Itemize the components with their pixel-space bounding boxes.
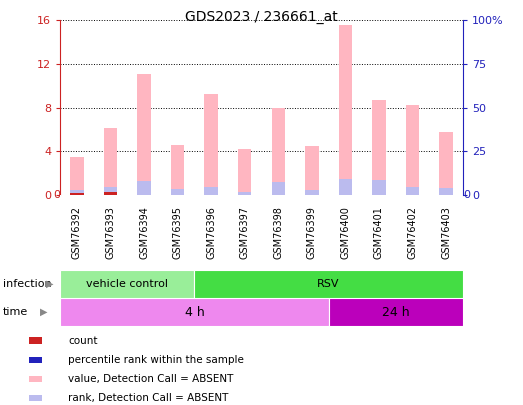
Bar: [171, 189, 184, 195]
Text: rank, Detection Call = ABSENT: rank, Detection Call = ABSENT: [68, 393, 229, 403]
Text: GSM76401: GSM76401: [374, 206, 384, 259]
Text: GDS2023 / 236661_at: GDS2023 / 236661_at: [185, 10, 338, 24]
Bar: [60, 298, 328, 326]
Bar: [138, 181, 151, 195]
Bar: [271, 182, 285, 195]
Bar: [339, 26, 352, 195]
Bar: [138, 74, 151, 195]
Bar: [70, 193, 84, 195]
Text: GSM76400: GSM76400: [340, 206, 350, 259]
Bar: [29, 395, 42, 401]
Bar: [439, 188, 453, 195]
Bar: [195, 270, 463, 298]
Bar: [204, 187, 218, 195]
Bar: [104, 188, 117, 195]
Text: GSM76398: GSM76398: [274, 206, 283, 259]
Text: GSM76396: GSM76396: [206, 206, 216, 259]
Text: GSM76402: GSM76402: [407, 206, 417, 259]
Bar: [70, 157, 84, 195]
Bar: [60, 270, 195, 298]
Text: GSM76394: GSM76394: [139, 206, 149, 259]
Bar: [372, 100, 385, 195]
Text: 0: 0: [53, 190, 60, 200]
Bar: [29, 376, 42, 382]
Bar: [238, 149, 252, 195]
Text: GSM76392: GSM76392: [72, 206, 82, 259]
Text: GSM76403: GSM76403: [441, 206, 451, 259]
Bar: [339, 179, 352, 195]
Bar: [271, 107, 285, 195]
Bar: [29, 357, 42, 363]
Text: count: count: [68, 335, 97, 345]
Text: percentile rank within the sample: percentile rank within the sample: [68, 355, 244, 365]
Text: time: time: [3, 307, 28, 317]
Text: ▶: ▶: [46, 279, 53, 289]
Bar: [204, 94, 218, 195]
Text: ▶: ▶: [40, 307, 47, 317]
Bar: [104, 192, 117, 195]
Text: 4 h: 4 h: [185, 305, 204, 318]
Text: infection: infection: [3, 279, 51, 289]
Bar: [305, 190, 319, 195]
Bar: [372, 180, 385, 195]
Text: GSM76399: GSM76399: [307, 206, 317, 259]
Bar: [171, 145, 184, 195]
Bar: [328, 298, 463, 326]
Bar: [406, 105, 419, 195]
Text: GSM76395: GSM76395: [173, 206, 183, 259]
Text: 24 h: 24 h: [382, 305, 410, 318]
Bar: [238, 192, 252, 195]
Text: 0: 0: [463, 190, 470, 200]
Bar: [439, 132, 453, 195]
Bar: [305, 146, 319, 195]
Bar: [406, 187, 419, 195]
Text: RSV: RSV: [317, 279, 340, 289]
Text: value, Detection Call = ABSENT: value, Detection Call = ABSENT: [68, 374, 233, 384]
Bar: [29, 337, 42, 343]
Bar: [70, 190, 84, 195]
Text: GSM76393: GSM76393: [106, 206, 116, 259]
Text: vehicle control: vehicle control: [86, 279, 168, 289]
Bar: [104, 128, 117, 195]
Text: GSM76397: GSM76397: [240, 206, 249, 259]
